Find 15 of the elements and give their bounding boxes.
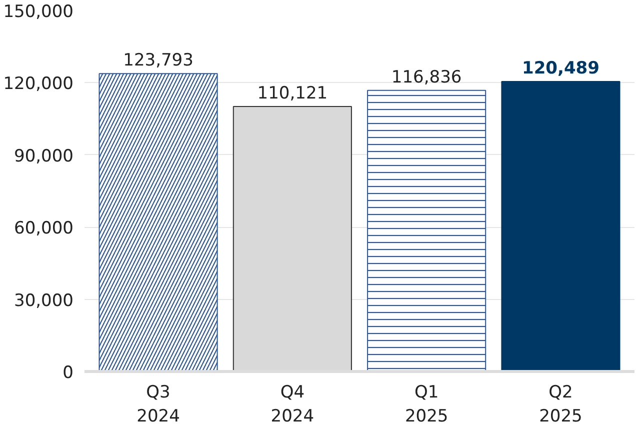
y-tick-label: 150,000 (3, 2, 74, 22)
x-tick-label: Q2 2025 (539, 382, 582, 426)
x-tick-label: Q3 2024 (136, 382, 180, 426)
x-tick-label: Q1 2025 (404, 382, 448, 426)
y-tick-label: 60,000 (14, 218, 74, 239)
y-tick-label: 30,000 (14, 290, 74, 311)
data-label: 123,793 (123, 50, 194, 71)
y-tick-label: 120,000 (3, 74, 74, 94)
data-label: 120,489 (522, 58, 600, 79)
bar (501, 81, 620, 372)
data-label: 110,121 (257, 83, 328, 104)
data-label: 116,836 (391, 67, 462, 88)
y-tick-label: 90,000 (14, 146, 74, 166)
x-tick-label: Q4 2024 (270, 382, 314, 426)
y-tick-label: 0 (62, 363, 74, 383)
